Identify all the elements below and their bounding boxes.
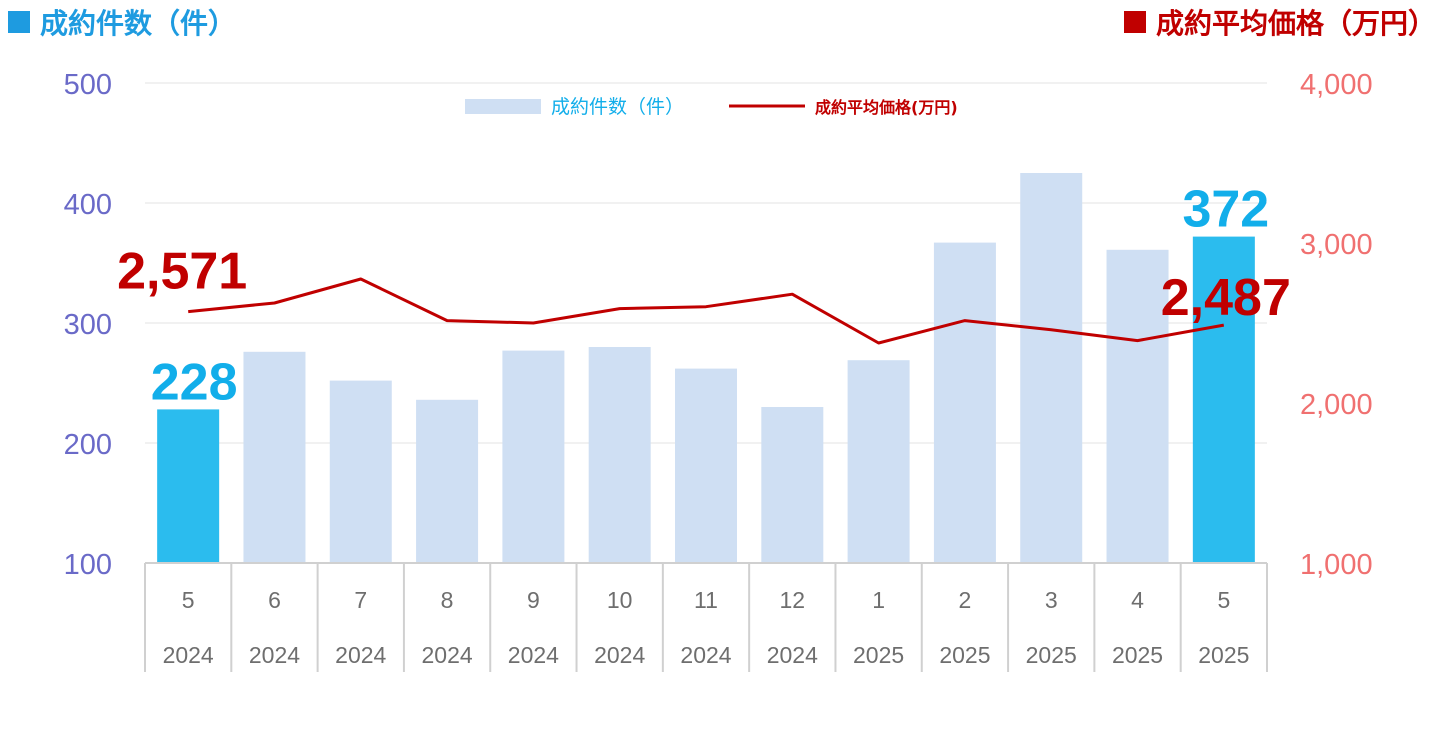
- bar: [847, 360, 910, 563]
- x-tick-year: 2024: [508, 642, 559, 668]
- data-labels: 228 372 2,571 2,487: [117, 181, 1291, 412]
- bar: [157, 409, 220, 563]
- legend: 成約件数（件） 成約平均価格(万円): [465, 96, 958, 118]
- left-title-square-icon: [8, 11, 30, 33]
- x-tick-month: 5: [182, 587, 195, 613]
- x-tick-year: 2024: [767, 642, 818, 668]
- x-tick-year: 2025: [939, 642, 990, 668]
- x-tick-year: 2024: [163, 642, 214, 668]
- x-tick-year: 2025: [1112, 642, 1163, 668]
- right-axis-title-text: 成約平均価格（万円）: [1155, 7, 1436, 40]
- bar-value-label: 372: [1182, 181, 1269, 239]
- x-tick-year: 2024: [594, 642, 645, 668]
- right-axis: 1,000 2,000 3,000 4,000: [1300, 69, 1373, 581]
- line-value-label: 2,571: [117, 243, 247, 301]
- legend-bar-label: 成約件数（件）: [551, 96, 684, 118]
- line-series: [188, 277, 1225, 345]
- bar: [1020, 173, 1083, 563]
- legend-line-label: 成約平均価格(万円): [815, 98, 958, 117]
- x-tick-month: 3: [1045, 587, 1058, 613]
- left-tick-label: 300: [64, 309, 112, 341]
- bar: [675, 368, 737, 563]
- legend-bar-swatch: [465, 99, 541, 114]
- right-tick-label: 1,000: [1300, 549, 1373, 581]
- x-axis: 5202462024720248202492024102024112024122…: [144, 562, 1268, 672]
- left-axis: 100 200 300 400 500: [64, 69, 112, 581]
- x-tick-month: 9: [527, 587, 540, 613]
- right-tick-label: 4,000: [1300, 69, 1373, 101]
- left-axis-title: 成約件数（件）: [8, 2, 236, 42]
- x-tick-year: 2024: [335, 642, 386, 668]
- x-tick-month: 2: [959, 587, 972, 613]
- x-tick-month: 7: [354, 587, 367, 613]
- left-axis-title-text: 成約件数（件）: [40, 7, 237, 40]
- x-tick-month: 8: [441, 587, 454, 613]
- bar-value-label: 228: [151, 353, 238, 411]
- x-tick-month: 5: [1217, 587, 1230, 613]
- bar: [1192, 236, 1255, 563]
- x-tick-month: 11: [694, 587, 718, 613]
- x-tick-year: 2025: [1026, 642, 1077, 668]
- bar: [329, 380, 392, 563]
- bar: [761, 407, 824, 563]
- bar: [416, 399, 479, 563]
- bar: [243, 351, 306, 563]
- left-tick-label: 400: [64, 189, 112, 221]
- right-title-square-icon: [1123, 11, 1146, 33]
- right-axis-title: 成約平均価格（万円）: [1123, 2, 1436, 42]
- x-tick-year: 2024: [421, 642, 472, 668]
- x-tick-year: 2025: [1198, 642, 1249, 668]
- x-tick-month: 1: [872, 587, 885, 613]
- right-tick-label: 2,000: [1300, 389, 1373, 421]
- x-tick-year: 2025: [853, 642, 904, 668]
- left-tick-label: 200: [64, 429, 112, 461]
- left-tick-label: 500: [64, 69, 112, 101]
- x-tick-month: 4: [1131, 587, 1144, 613]
- line-value-label: 2,487: [1161, 269, 1291, 327]
- x-tick-year: 2024: [680, 642, 731, 668]
- x-tick-year: 2024: [249, 642, 300, 668]
- bar: [588, 347, 651, 563]
- left-tick-label: 100: [64, 549, 112, 581]
- x-tick-month: 10: [607, 587, 633, 613]
- price-line: [188, 277, 1225, 345]
- bar: [1106, 249, 1169, 564]
- right-tick-label: 3,000: [1300, 229, 1373, 261]
- bar: [502, 350, 565, 563]
- x-tick-month: 6: [268, 587, 281, 613]
- bar-series: [157, 173, 1255, 564]
- x-tick-month: 12: [780, 587, 806, 613]
- bar: [933, 242, 996, 563]
